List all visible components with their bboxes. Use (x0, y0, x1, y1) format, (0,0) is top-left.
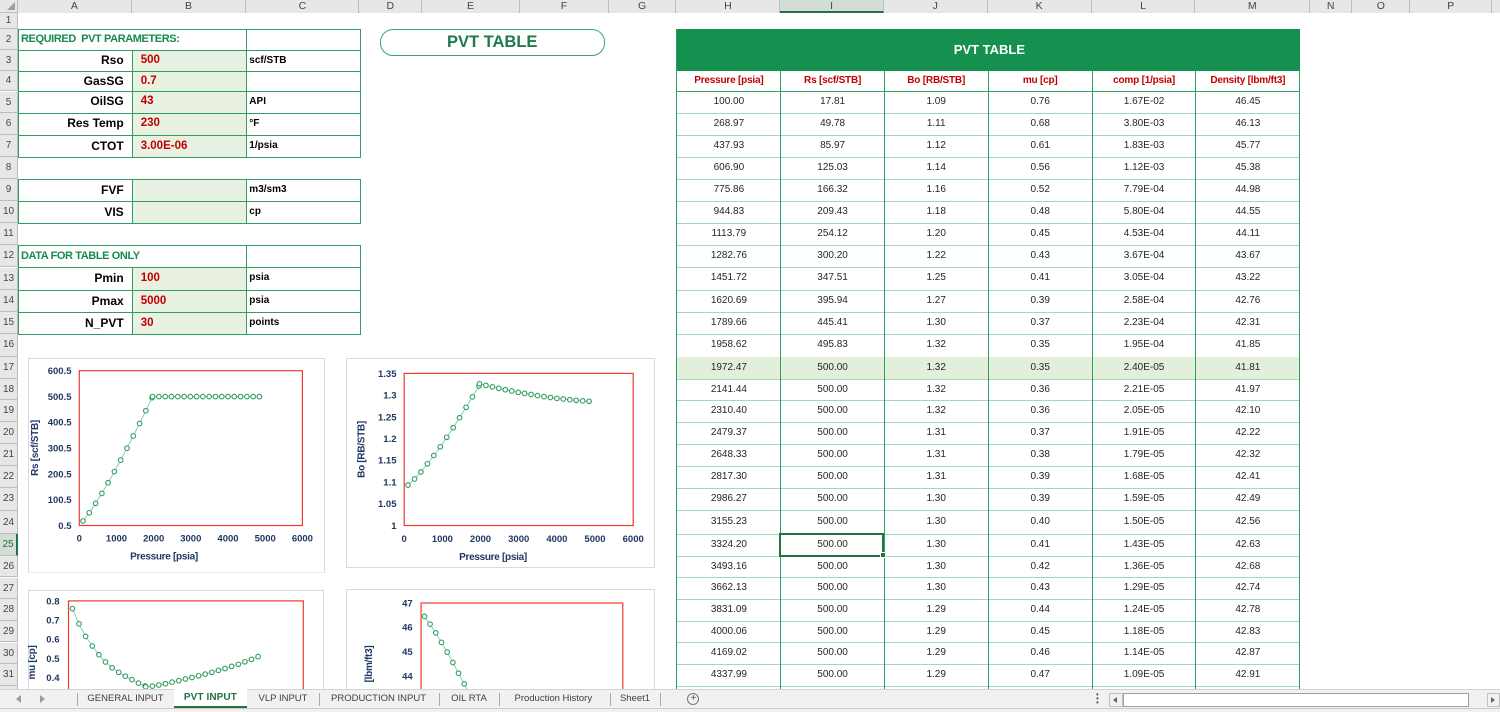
svg-text:1000: 1000 (106, 533, 127, 544)
svg-text:0.8: 0.8 (46, 596, 59, 607)
svg-text:1.3: 1.3 (383, 391, 396, 402)
svg-text:0.6: 0.6 (46, 634, 59, 645)
svg-text:2000: 2000 (143, 533, 164, 544)
svg-text:0: 0 (402, 534, 407, 545)
svg-text:0: 0 (77, 533, 82, 544)
svg-text:5000: 5000 (255, 533, 276, 544)
svg-text:500.5: 500.5 (48, 391, 72, 402)
svg-text:1000: 1000 (432, 534, 453, 545)
svg-text:0.4: 0.4 (46, 673, 60, 684)
svg-text:Rs [scf/STB]: Rs [scf/STB] (30, 420, 41, 476)
svg-text:100.5: 100.5 (48, 495, 72, 506)
svg-text:Pressure [psia]: Pressure [psia] (130, 551, 198, 562)
svg-text:45: 45 (402, 647, 413, 658)
svg-text:1.35: 1.35 (378, 369, 397, 380)
svg-text:5000: 5000 (584, 534, 605, 545)
svg-text:1.05: 1.05 (378, 499, 397, 510)
svg-text:[lbm/ft3]: [lbm/ft3] (364, 646, 375, 683)
svg-text:6000: 6000 (292, 533, 313, 544)
svg-text:3000: 3000 (508, 534, 529, 545)
svg-text:1.2: 1.2 (383, 434, 396, 445)
svg-text:400.5: 400.5 (48, 417, 72, 428)
svg-text:0.7: 0.7 (46, 615, 59, 626)
svg-text:3000: 3000 (180, 533, 201, 544)
svg-text:4000: 4000 (217, 533, 238, 544)
svg-text:6000: 6000 (623, 534, 644, 545)
svg-text:mu [cp]: mu [cp] (28, 645, 38, 679)
svg-text:1.1: 1.1 (383, 477, 397, 488)
svg-text:0.5: 0.5 (46, 653, 60, 664)
svg-text:Bo [RB/STB]: Bo [RB/STB] (357, 421, 368, 478)
svg-text:1.15: 1.15 (378, 456, 397, 467)
svg-text:Pressure [psia]: Pressure [psia] (459, 552, 527, 563)
svg-text:46: 46 (402, 623, 413, 634)
svg-text:0.5: 0.5 (58, 520, 72, 531)
svg-text:44: 44 (402, 671, 413, 682)
svg-text:200.5: 200.5 (48, 469, 72, 480)
svg-text:1: 1 (391, 521, 397, 532)
svg-text:47: 47 (402, 598, 413, 609)
svg-text:4000: 4000 (546, 534, 567, 545)
svg-text:600.5: 600.5 (48, 366, 72, 377)
svg-text:1.25: 1.25 (378, 412, 397, 423)
svg-text:300.5: 300.5 (48, 443, 72, 454)
svg-text:2000: 2000 (470, 534, 491, 545)
